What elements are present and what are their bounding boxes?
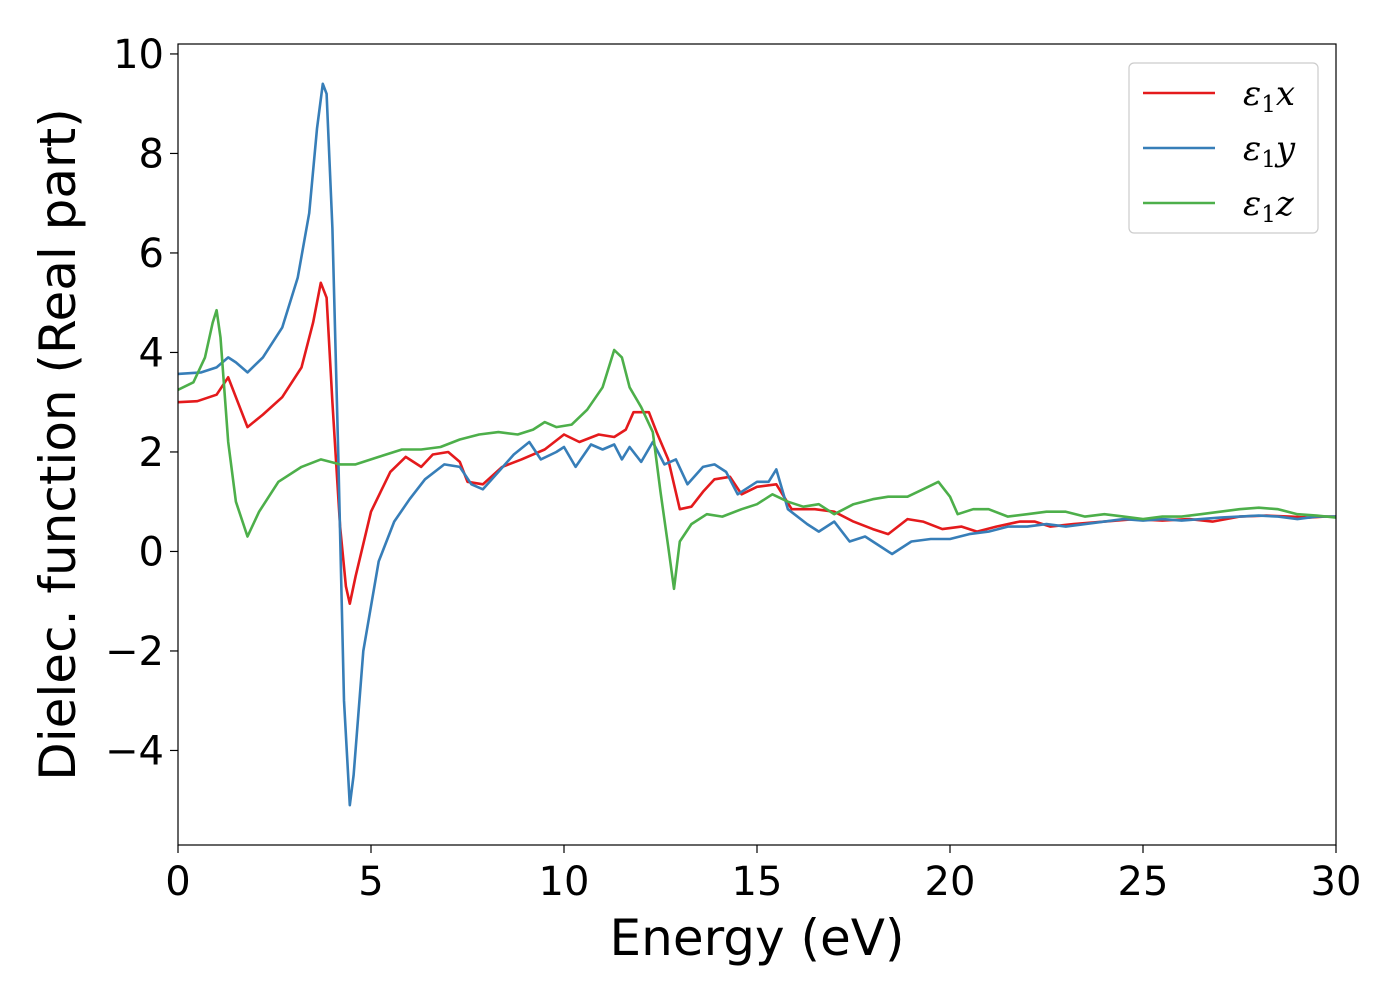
legend-label: ε1z: [1243, 184, 1295, 228]
y-tick-label: 2: [139, 430, 164, 476]
series-line-x: [178, 281, 1336, 605]
x-axis: 0 5 10 15 20 25 30: [165, 845, 1361, 905]
y-tick-label: 4: [139, 330, 164, 376]
series-line-y: [178, 82, 1336, 807]
y-tick-label: −4: [105, 728, 164, 774]
series-lines: [178, 82, 1336, 807]
x-tick-label: 0: [165, 859, 190, 905]
legend-box: [1128, 62, 1319, 234]
legend: ε1x ε1y ε1z: [1128, 62, 1319, 234]
legend-label: ε1y: [1243, 129, 1296, 173]
y-tick-label: 8: [139, 131, 164, 177]
legend-label: ε1x: [1243, 74, 1295, 118]
y-tick-label: 6: [139, 231, 164, 277]
y-tick-label: 0: [139, 529, 164, 575]
y-tick-label: 10: [113, 32, 164, 78]
y-axis-label: Dielec. function (Real part): [29, 108, 87, 780]
x-tick-label: 20: [925, 859, 976, 905]
x-tick-label: 30: [1311, 859, 1362, 905]
y-tick-label: −2: [105, 629, 164, 675]
x-tick-label: 25: [1118, 859, 1169, 905]
x-axis-label: Energy (eV): [610, 909, 905, 967]
x-tick-label: 5: [358, 859, 383, 905]
x-tick-label: 15: [732, 859, 783, 905]
y-axis: −4 −2 0 2 4 6 8 10: [105, 32, 178, 774]
series-line-z: [178, 308, 1336, 591]
x-tick-label: 10: [539, 859, 590, 905]
